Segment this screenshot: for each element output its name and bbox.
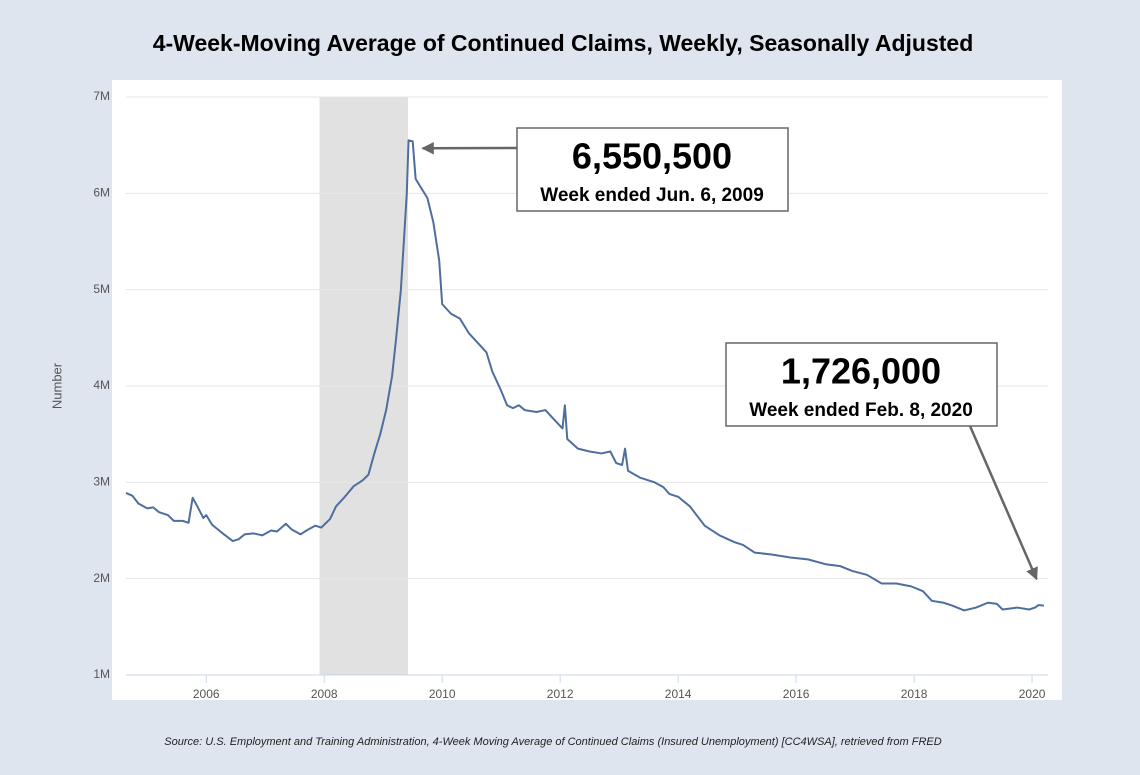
annotation-value: 1,726,000 (781, 351, 941, 392)
data-line (125, 139, 1044, 612)
x-tick-label: 2016 (783, 687, 810, 701)
x-tick-label: 2018 (901, 687, 928, 701)
y-tick-label: 2M (93, 571, 110, 585)
annotation-date: Week ended Jun. 6, 2009 (540, 185, 764, 206)
x-tick-label: 2020 (1019, 687, 1046, 701)
source-note: Source: U.S. Employment and Training Adm… (164, 736, 941, 748)
y-tick-label: 7M (93, 89, 110, 103)
x-tick-label: 2008 (311, 687, 338, 701)
annotation-box (725, 342, 998, 427)
x-tick-label: 2014 (665, 687, 692, 701)
chart-title: 4-Week-Moving Average of Continued Claim… (153, 30, 974, 56)
x-tick-label: 2010 (429, 687, 456, 701)
annotation-value: 6,550,500 (572, 136, 732, 177)
y-tick-label: 1M (93, 667, 110, 681)
annotation-arrow (968, 425, 1038, 581)
y-axis-label: Number (49, 362, 64, 409)
x-tick-label: 2012 (547, 687, 574, 701)
x-tick-label: 2006 (193, 687, 220, 701)
y-tick-label: 5M (93, 282, 110, 296)
y-tick-label: 3M (93, 475, 110, 489)
y-tick-label: 4M (93, 378, 110, 392)
y-tick-label: 6M (93, 186, 110, 200)
annotation-box (516, 127, 789, 212)
annotation-date: Week ended Feb. 8, 2020 (749, 400, 973, 421)
